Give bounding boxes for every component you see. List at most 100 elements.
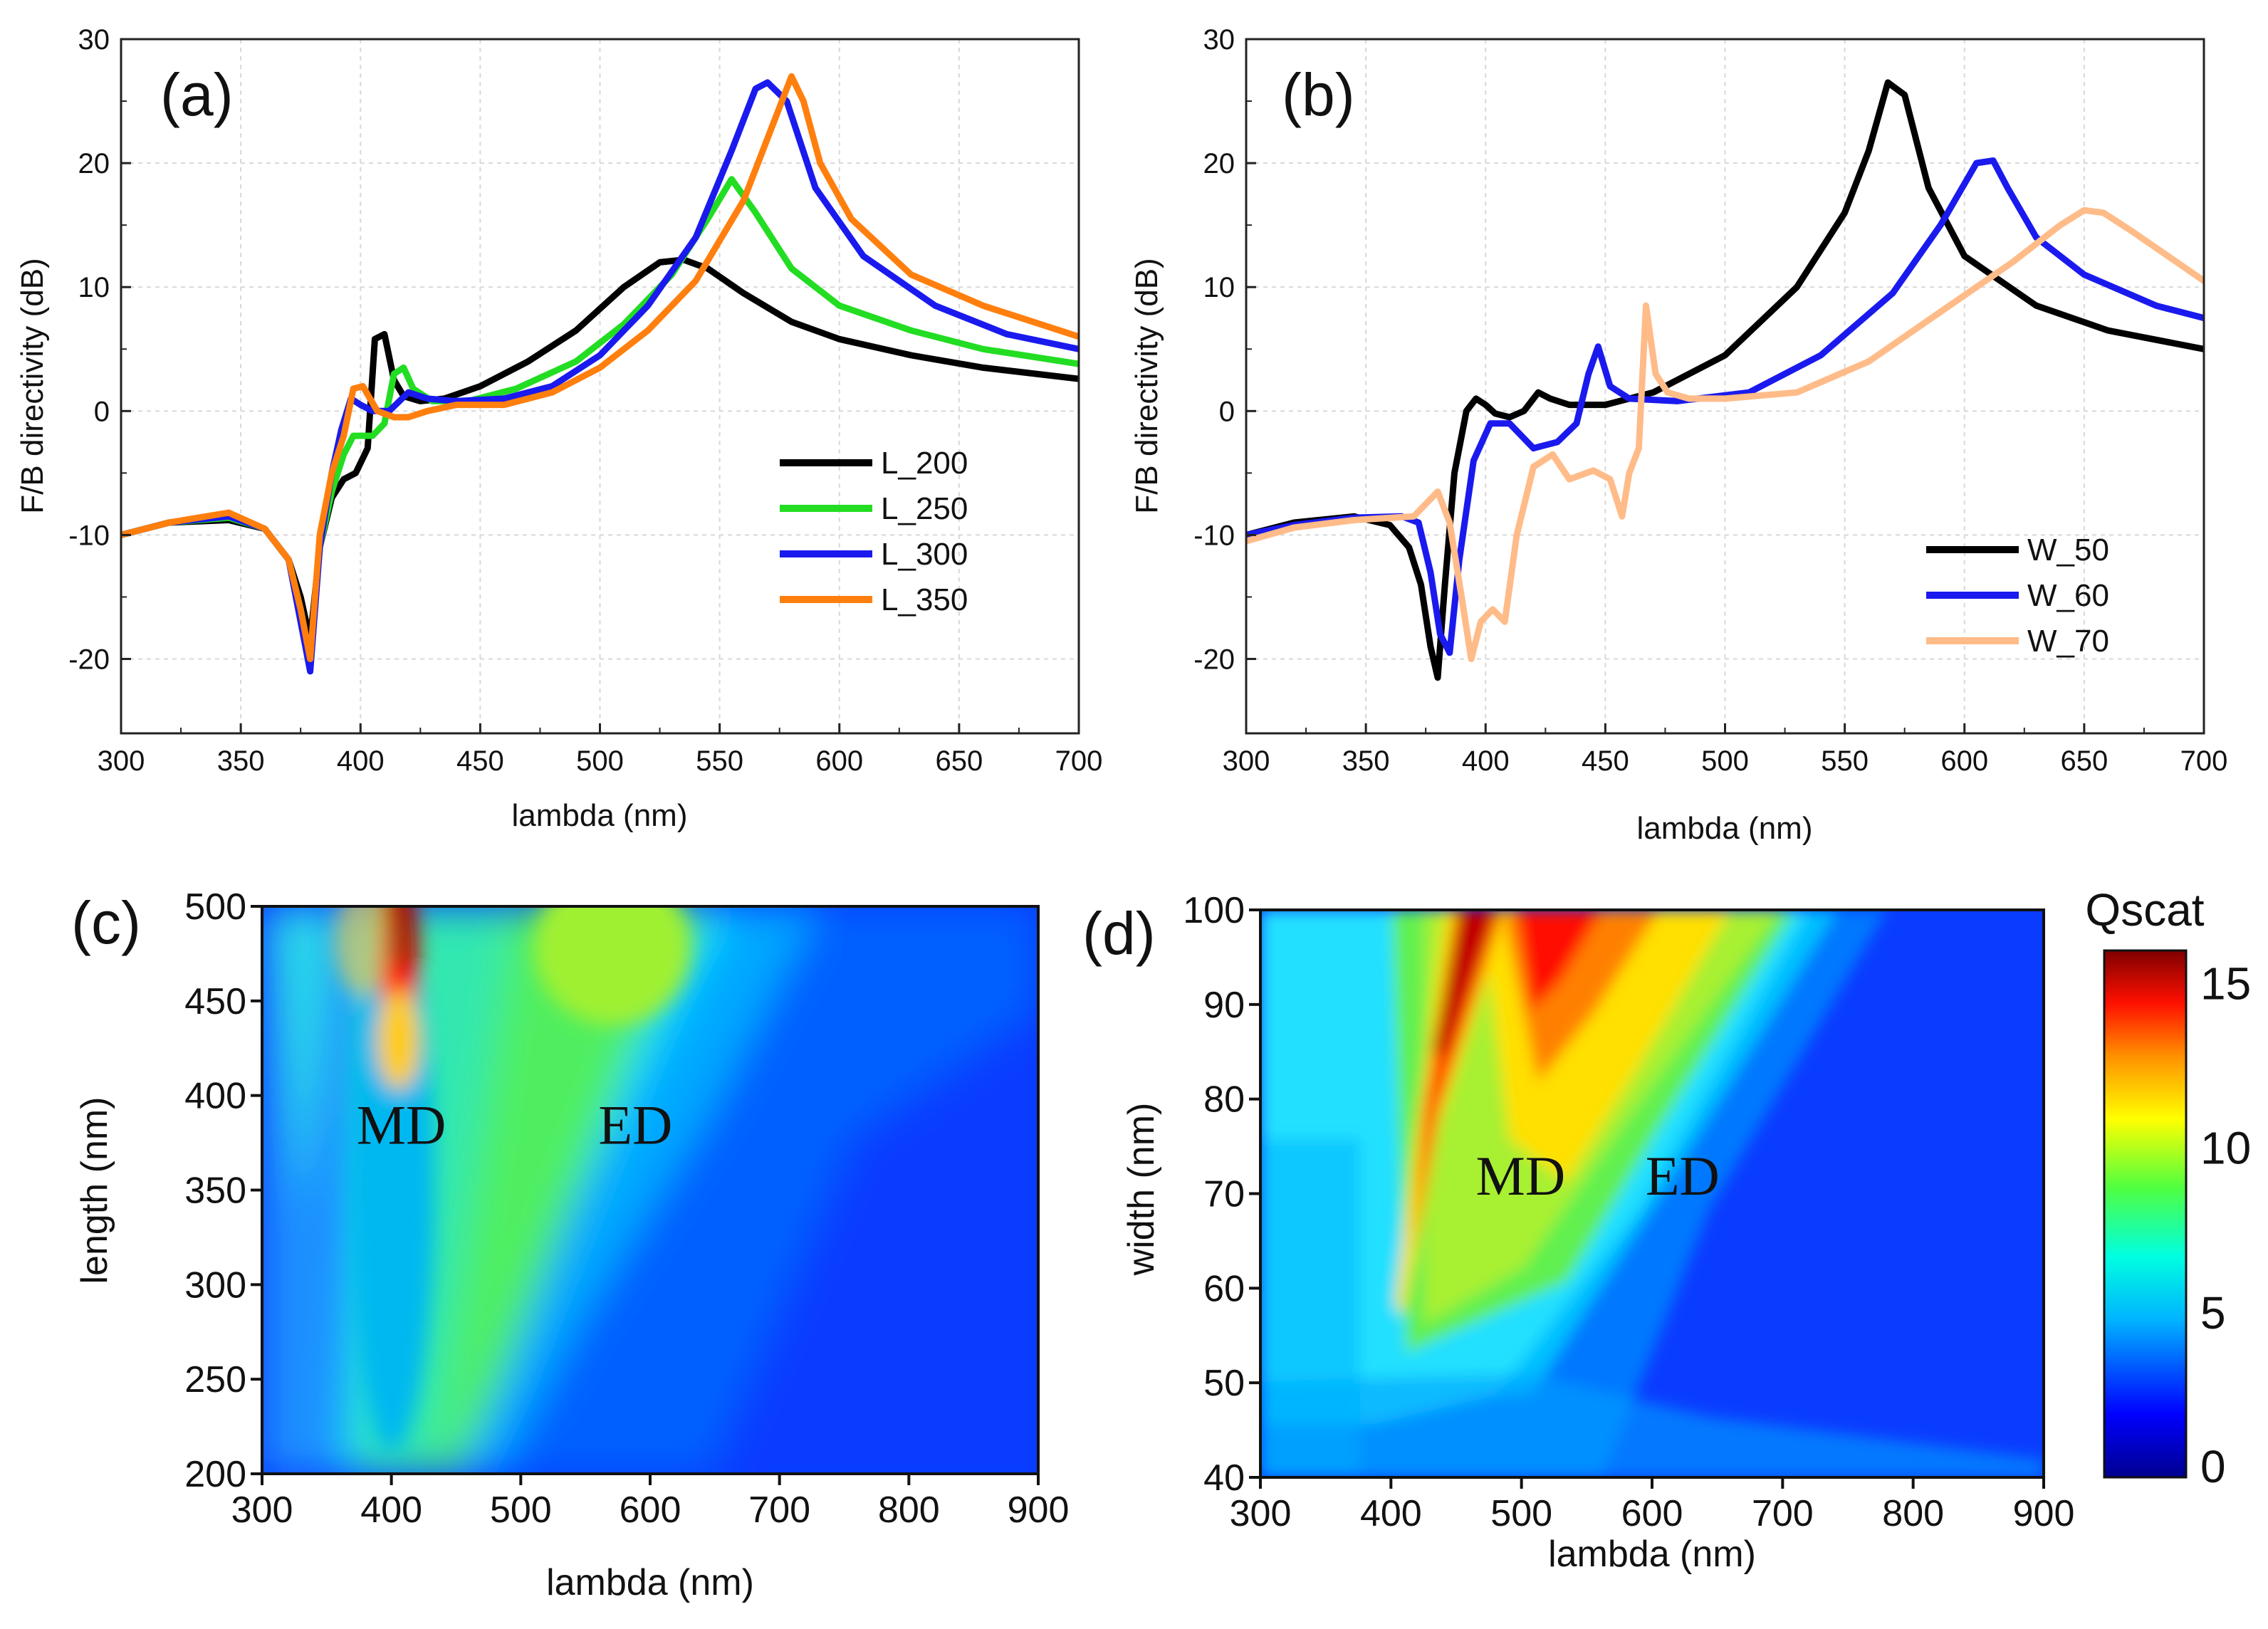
x-tick-label: 800 (878, 1489, 940, 1531)
y-tick-label: 500 (184, 886, 246, 928)
y-tick-label: -20 (68, 644, 110, 676)
panel-b-ticks: 300 350 400 450 500 550 600 650 700 -20 -10 0 10 20 30 (1193, 24, 2227, 777)
x-tick-label: 700 (1055, 745, 1103, 777)
legend-label-L_300: L_300 (881, 537, 968, 572)
y-tick-label: 400 (184, 1076, 246, 1117)
y-tick-label: 0 (1219, 396, 1235, 427)
x-tick-label: 600 (1940, 745, 1988, 777)
x-tick-label: 700 (1752, 1493, 1814, 1534)
y-tick-label: 20 (78, 148, 110, 179)
x-tick-label: 700 (748, 1489, 810, 1531)
legend-label-L_250: L_250 (881, 491, 968, 526)
y-tick-label: -10 (1193, 520, 1235, 551)
y-tick-label: 100 (1183, 890, 1245, 931)
x-tick-label: 600 (815, 745, 863, 777)
y-tick-label: 80 (1203, 1079, 1245, 1121)
panel-b-series (1246, 79, 2204, 681)
y-tick-label: 350 (184, 1170, 246, 1212)
panel-c-x-label: lambda (nm) (546, 1562, 754, 1603)
panel-a-legend: L_200 L_250 L_300 L_350 (780, 446, 968, 617)
panel-d-annotation-ed: ED (1646, 1145, 1720, 1207)
x-tick-label: 450 (456, 745, 504, 777)
x-tick-label: 300 (98, 745, 145, 777)
x-tick-label: 300 (1230, 1493, 1292, 1534)
y-tick-label: -10 (68, 520, 110, 551)
panel-c-y-label: length (nm) (74, 1097, 115, 1284)
panel-c-heatmap-image (262, 906, 1038, 1474)
y-tick-label: 10 (78, 272, 110, 303)
series-line-L_350 (121, 73, 1079, 662)
legend-label-L_200: L_200 (881, 446, 968, 481)
colorbar-title: Qscat (2085, 884, 2204, 936)
panel-d-y-label: width (nm) (1121, 1103, 1162, 1277)
x-tick-label: 350 (1342, 745, 1390, 777)
y-tick-label: 0 (94, 396, 110, 427)
y-tick-label: 20 (1203, 148, 1235, 179)
x-tick-label: 500 (1490, 1493, 1552, 1534)
panel-a-grid (120, 38, 1080, 733)
colorbar-tick-label: 5 (2200, 1287, 2226, 1339)
x-tick-label: 500 (576, 745, 624, 777)
panel-d-label: (d) (1082, 900, 1156, 967)
y-tick-label: 70 (1203, 1174, 1245, 1215)
x-tick-label: 550 (696, 745, 743, 777)
y-tick-label: 90 (1203, 985, 1245, 1026)
panel-b-x-label: lambda (nm) (1637, 811, 1813, 846)
panel-d-heatmap-image (1260, 910, 2044, 1477)
legend-label-W_70: W_70 (2027, 624, 2109, 659)
y-tick-label: 450 (184, 981, 246, 1022)
panel-c-annotation-ed: ED (598, 1094, 672, 1156)
legend-label-L_350: L_350 (881, 582, 968, 617)
y-tick-label: 250 (184, 1359, 246, 1400)
colorbar-ticks: 0 5 10 15 (2200, 958, 2251, 1492)
panel-c-label: (c) (71, 889, 141, 956)
colorbar-tick-label: 10 (2200, 1123, 2251, 1174)
x-tick-label: 500 (1701, 745, 1749, 777)
colorbar-tick-label: 0 (2200, 1441, 2226, 1492)
panel-c-annotation-md: MD (357, 1094, 446, 1156)
panel-a-series (121, 73, 1079, 675)
x-tick-label: 900 (1008, 1489, 1070, 1531)
x-tick-label: 800 (1882, 1493, 1944, 1534)
x-tick-label: 700 (2180, 745, 2228, 777)
colorbar: Qscat 0 5 10 15 (2085, 884, 2251, 1492)
x-tick-label: 450 (1582, 745, 1629, 777)
series-line-W_70 (1246, 206, 2204, 662)
x-tick-label: 900 (2013, 1493, 2075, 1534)
x-tick-label: 350 (217, 745, 265, 777)
y-tick-label: 40 (1203, 1457, 1245, 1499)
x-tick-label: 300 (1223, 745, 1270, 777)
x-tick-label: 650 (2061, 745, 2108, 777)
legend-label-W_60: W_60 (2027, 578, 2109, 613)
y-tick-label: 200 (184, 1454, 246, 1495)
x-tick-label: 600 (620, 1489, 681, 1531)
panel-b-y-label: F/B directivity (dB) (1129, 258, 1164, 513)
panel-d-annotation-md: MD (1476, 1145, 1566, 1207)
panel-b-label: (b) (1282, 61, 1355, 128)
x-tick-label: 300 (231, 1489, 293, 1531)
panel-c-heatmap: 300 400 500 600 700 800 900 200 250 300 350 400 450 5… (71, 886, 1069, 1603)
series-line-W_50 (1246, 79, 2204, 681)
x-tick-label: 400 (337, 745, 385, 777)
y-tick-label: 50 (1203, 1363, 1245, 1404)
x-tick-label: 600 (1621, 1493, 1683, 1534)
y-tick-label: 10 (1203, 272, 1235, 303)
y-tick-label: 30 (78, 24, 110, 56)
x-tick-label: 650 (936, 745, 983, 777)
colorbar-tick-label: 15 (2200, 958, 2251, 1009)
series-line-W_60 (1246, 157, 2204, 656)
legend-label-W_50: W_50 (2027, 533, 2109, 567)
panel-a-y-label: F/B directivity (dB) (15, 258, 50, 513)
panel-a-line-chart: 300 350 400 450 500 550 600 650 700 -20 -10 0 10 20 30… (15, 24, 1102, 833)
panel-d-x-label: lambda (nm) (1548, 1534, 1756, 1575)
x-tick-label: 550 (1821, 745, 1869, 777)
panel-b-line-chart: 300 350 400 450 500 550 600 650 700-20-100102030… (1129, 24, 2227, 846)
x-tick-label: 500 (490, 1489, 552, 1531)
panel-b-legend: W_50 W_60 W_70 (1926, 533, 2109, 659)
x-tick-label: 400 (1462, 745, 1510, 777)
y-tick-label: -20 (1193, 644, 1235, 676)
panel-a-label: (a) (160, 61, 234, 128)
panel-c-ticks: 300 400 500 600 700 800 900 200 250 300 350 400 450 5… (184, 886, 1069, 1531)
